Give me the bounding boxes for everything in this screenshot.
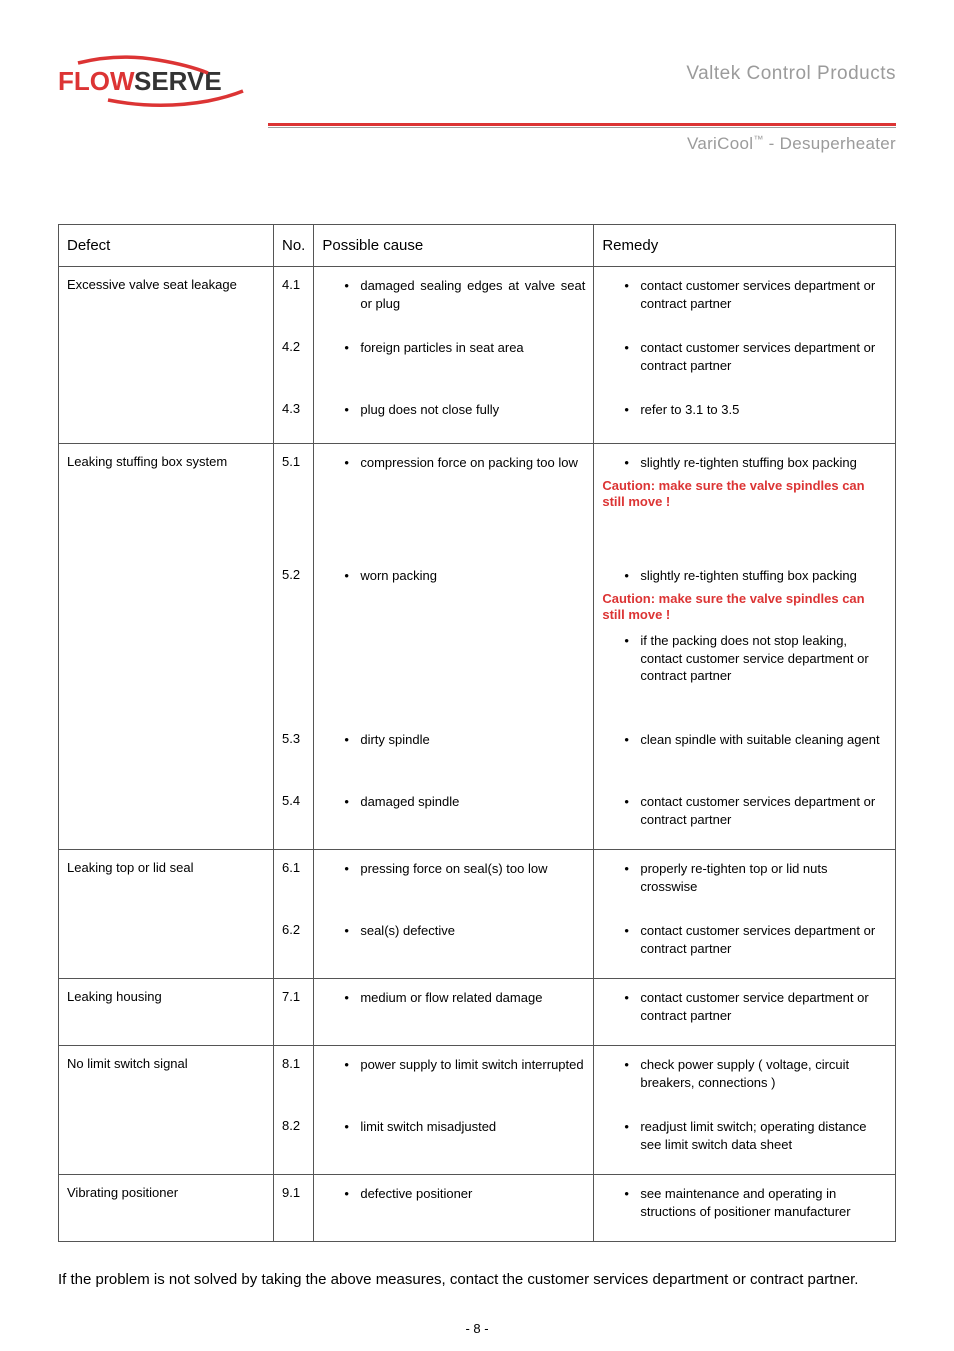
remedy-cell: contact customer service department or c… [594,979,896,1046]
sub-remedy: refer to 3.1 to 3.5 [602,401,887,433]
sub-cause: worn packing [322,567,585,715]
defect-cell: Vibrating positioner [59,1175,274,1242]
sub-no: 6.1 [282,860,305,906]
cause-cell: damaged sealing edges at valve seat or p… [314,267,594,444]
cause-cell: medium or flow related damage [314,979,594,1046]
remedy-cell: see maintenance and operating in structi… [594,1175,896,1242]
sub-remedy: contact customer services department or … [602,922,887,968]
defect-cell: Leaking stuffing box system [59,444,274,850]
sub-no: 5.4 [282,793,305,839]
caution-text: Caution: make sure the valve spindles ca… [602,591,887,625]
th-defect: Defect [59,225,274,267]
table-row: Vibrating positioner 9.1 defective positio… [59,1175,896,1242]
sub-no: 8.2 [282,1118,305,1164]
page-header: FLOW SERVE Valtek Control Products [58,55,896,115]
sub-no: 5.3 [282,731,305,777]
caution-text: Caution: make sure the valve spindles ca… [602,478,887,512]
remedy-cell: check power supply ( voltage, circuit br… [594,1046,896,1175]
sub-cause: damaged sealing edges at valve seat or p… [322,277,585,323]
table-header-row: Defect No. Possible cause Remedy [59,225,896,267]
cause-cell: pressing force on seal(s) too low seal(s)… [314,850,594,979]
sub-no: 9.1 [282,1185,305,1231]
sub-no: 5.2 [282,567,305,715]
sub-remedy: see maintenance and operating in structi… [602,1185,887,1231]
sub-cause: dirty spindle [322,731,585,777]
flowserve-logo: FLOW SERVE [58,55,258,115]
sub-cause: plug does not close fully [322,401,585,433]
remedy-cell: properly re-tighten top or lid nuts cros… [594,850,896,979]
sub-cause: damaged spindle [322,793,585,839]
cause-cell: power supply to limit switch interrupted… [314,1046,594,1175]
svg-text:SERVE: SERVE [134,66,222,96]
sub-cause: medium or flow related damage [322,989,585,1035]
content: Defect No. Possible cause Remedy Excessi… [58,224,896,1290]
no-cell: 5.1 5.2 5.3 5.4 [274,444,314,850]
defect-cell: Leaking housing [59,979,274,1046]
defect-cell: No limit switch signal [59,1046,274,1175]
page-number: - 8 - [0,1321,954,1336]
sub-remedy: slightly re-tighten stuffing box packing… [602,567,887,715]
sub-no: 4.2 [282,339,305,385]
rule-red [268,123,896,126]
sub-cause: power supply to limit switch interrupted [322,1056,585,1102]
sub-remedy: contact customer service department or c… [602,989,887,1035]
sub-remedy: contact customer services department or … [602,339,887,385]
brand-line: Valtek Control Products [258,63,896,85]
sub-remedy: contact customer services department or … [602,277,887,323]
remedy-cell: slightly re-tighten stuffing box packing… [594,444,896,850]
sub-no: 8.1 [282,1056,305,1102]
sub-cause: seal(s) defective [322,922,585,968]
sub-no: 7.1 [282,989,305,1035]
defect-table: Defect No. Possible cause Remedy Excessi… [58,224,896,1242]
table-row: Leaking housing 7.1 medium or flow related… [59,979,896,1046]
sub-no: 6.2 [282,922,305,968]
cause-cell: compression force on packing too low worn… [314,444,594,850]
sub-remedy: readjust limit switch; operating distanc… [602,1118,887,1164]
sub-cause: compression force on packing too low [322,454,585,551]
product-line: VariCool™ - Desuperheater [58,134,896,154]
defect-cell: Leaking top or lid seal [59,850,274,979]
sub-remedy: properly re-tighten top or lid nuts cros… [602,860,887,906]
rule-gray [268,127,896,128]
sub-cause: pressing force on seal(s) too low [322,860,585,906]
sub-remedy: slightly re-tighten stuffing box packing… [602,454,887,551]
sub-cause: defective positioner [322,1185,585,1231]
table-row: No limit switch signal8.18.2power supply… [59,1046,896,1175]
svg-text:FLOW: FLOW [58,66,135,96]
header-rules [58,123,896,128]
sub-cause: limit switch misadjusted [322,1118,585,1164]
sub-remedy: clean spindle with suitable cleaning age… [602,731,887,777]
remedy-cell: contact customer services department or … [594,267,896,444]
no-cell: 6.16.2 [274,850,314,979]
table-row: Leaking top or lid seal6.16.2pressing fo… [59,850,896,979]
no-cell: 8.18.2 [274,1046,314,1175]
table-row: Leaking stuffing box system 5.1 5.2 5.3 5.4 c… [59,444,896,850]
sub-remedy: check power supply ( voltage, circuit br… [602,1056,887,1102]
sub-no: 5.1 [282,454,305,551]
sub-cause: foreign particles in seat area [322,339,585,385]
footer-note: If the problem is not solved by taking t… [58,1270,896,1290]
cause-cell: defective positioner [314,1175,594,1242]
defect-cell: Excessive valve seat leakage [59,267,274,444]
no-cell: 4.1 4.2 4.3 [274,267,314,444]
sub-no: 4.3 [282,401,305,433]
table-row: Excessive valve seat leakage 4.1 4.2 4.3 dam… [59,267,896,444]
header-right: Valtek Control Products [258,55,896,87]
no-cell: 7.1 [274,979,314,1046]
th-remedy: Remedy [594,225,896,267]
sub-no: 4.1 [282,277,305,323]
th-cause: Possible cause [314,225,594,267]
th-no: No. [274,225,314,267]
sub-remedy: contact customer services department or … [602,793,887,839]
no-cell: 9.1 [274,1175,314,1242]
